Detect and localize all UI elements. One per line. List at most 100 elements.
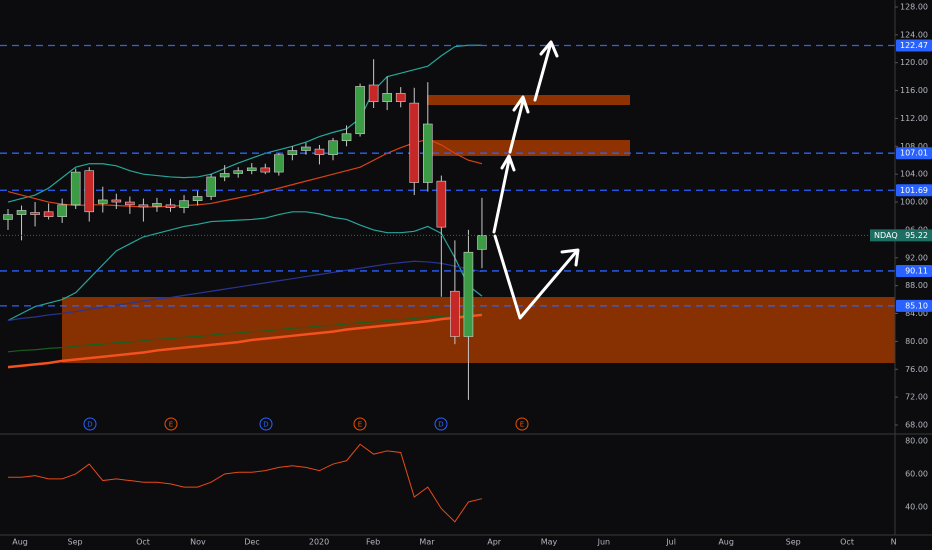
candle-body [409, 102, 420, 183]
level-label: 85.10 [905, 301, 928, 310]
y-tick-label: 120.00 [900, 58, 928, 67]
event-marker [515, 417, 529, 431]
event-label: D [263, 421, 268, 429]
indicator-line [7, 260, 483, 322]
level-label: 90.11 [905, 266, 928, 275]
y-tick-label: 112.00 [900, 114, 928, 123]
candle-body [219, 173, 230, 178]
x-tick-label: Sep [786, 538, 801, 547]
candle-body [125, 201, 135, 206]
candle-body [395, 93, 406, 103]
y-tick-label: 124.00 [900, 30, 928, 39]
arrow-head [560, 248, 580, 267]
candle-body [138, 204, 149, 208]
candle-body [355, 86, 365, 135]
arrow-head [539, 40, 559, 58]
indicator-line [7, 211, 483, 322]
candle-body [57, 204, 67, 217]
candle-body [463, 251, 474, 337]
x-tick-label: Feb [366, 538, 380, 547]
level-label-box [896, 299, 932, 312]
event-marker [353, 417, 367, 431]
y-tick-label: 108.00 [900, 142, 928, 151]
candle-body [368, 84, 379, 103]
candle-body [43, 211, 54, 217]
level-label: 101.69 [900, 186, 928, 195]
rsi-tick-label: 80.00 [905, 436, 928, 445]
event-marker [164, 417, 178, 431]
y-tick-label: 84.00 [905, 309, 928, 318]
event-marker [83, 417, 97, 431]
rsi-line [7, 443, 483, 523]
x-tick-label: Aug [12, 538, 28, 547]
x-tick-label: Aug [718, 538, 734, 547]
x-tick-label: Oct [136, 538, 150, 547]
arrow-head [512, 95, 530, 114]
x-tick-label: Mar [419, 538, 435, 547]
x-tick-label: Jun [597, 538, 611, 547]
candle-body [301, 146, 311, 151]
y-tick-label: 80.00 [905, 337, 928, 346]
y-tick-label: 68.00 [905, 420, 928, 429]
level-label-box [896, 264, 932, 277]
y-tick-label: 128.00 [900, 2, 928, 11]
x-tick-label: Nov [190, 538, 206, 547]
candle-body [3, 214, 13, 220]
candle-body [341, 133, 352, 142]
arrow-head [500, 154, 516, 172]
x-tick-label: N [891, 538, 897, 547]
indicator-line [7, 313, 483, 369]
candle-body [84, 170, 95, 213]
zone [62, 297, 895, 363]
x-tick-label: May [541, 538, 558, 547]
candle-body [70, 171, 81, 206]
y-tick-label: 76.00 [905, 365, 928, 374]
last-price-label: 95.22 [905, 231, 928, 240]
last-price-box [870, 229, 932, 242]
level-label-box [896, 184, 932, 197]
candle-body [233, 170, 244, 174]
level-label-box [896, 147, 932, 160]
candle-body [287, 150, 298, 155]
event-label: E [169, 421, 173, 429]
arrow [508, 99, 525, 154]
candle-body [436, 180, 447, 228]
x-tick-label: Apr [487, 538, 502, 547]
candle-body [179, 200, 189, 208]
candle-body [111, 199, 122, 203]
y-tick-label: 72.00 [905, 393, 928, 402]
candle-body [477, 235, 487, 250]
candle-body [260, 167, 271, 173]
y-tick-label: 92.00 [905, 253, 928, 262]
candle-body [422, 123, 433, 183]
candle-body [314, 148, 325, 155]
level-label: 122.47 [900, 41, 928, 50]
candle-body [165, 204, 176, 208]
events: D E D E D E [83, 417, 529, 431]
y-tick-label: 104.00 [900, 170, 928, 179]
event-marker [434, 417, 448, 431]
candle-body [382, 93, 392, 103]
candle-body [328, 140, 338, 155]
arrow [492, 158, 511, 234]
candle-body [192, 196, 203, 201]
x-tick-label: 2020 [309, 538, 329, 547]
candle-body [274, 154, 284, 173]
candle-body [30, 212, 40, 215]
x-tick-label: Oct [840, 538, 854, 547]
event-label: D [438, 421, 443, 429]
candle-body [97, 199, 108, 204]
y-tick-label: 100.00 [900, 198, 928, 207]
candle-body [16, 210, 27, 215]
y-tick-label: 116.00 [900, 86, 928, 95]
ticker-label: NDAQ [874, 231, 898, 240]
candle-body [206, 176, 216, 197]
candle-body [246, 167, 257, 171]
candle-body [450, 290, 460, 337]
x-tick-label: Jul [665, 538, 676, 547]
event-label: E [358, 421, 362, 429]
plot [0, 44, 895, 523]
arrow [533, 44, 552, 102]
event-marker [259, 417, 273, 431]
